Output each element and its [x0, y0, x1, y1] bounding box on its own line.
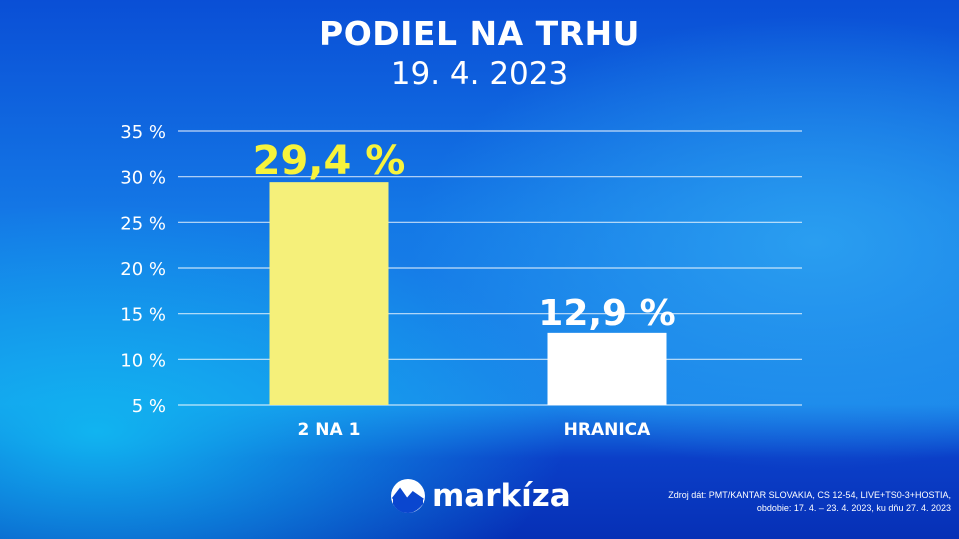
x-tick-label: 2 NA 1 [298, 420, 361, 440]
logo-text: markíza [432, 478, 571, 514]
source-note: Zdroj dát: PMT/KANTAR SLOVAKIA, CS 12-54… [668, 489, 951, 515]
source-line-1: Zdroj dát: PMT/KANTAR SLOVAKIA, CS 12-54… [668, 490, 951, 500]
bar [269, 182, 389, 405]
y-tick-label: 5 % [132, 396, 166, 417]
x-tick-label: HRANICA [564, 420, 652, 440]
y-tick-label: 20 % [120, 259, 166, 280]
y-tick-label: 30 % [120, 168, 166, 189]
y-tick-label: 25 % [120, 213, 166, 234]
markiza-logo: markíza [390, 478, 571, 514]
chart-subtitle: 19. 4. 2023 [390, 56, 569, 92]
y-tick-label: 15 % [120, 305, 166, 326]
chart-title: PODIEL NA TRHU [319, 14, 640, 53]
data-label: 12,9 % [538, 293, 675, 334]
source-line-2: obdobie: 17. 4. – 23. 4. 2023, ku dňu 27… [756, 503, 951, 513]
y-tick-label: 10 % [120, 350, 166, 371]
markiza-logo-icon [391, 479, 425, 513]
bar [547, 332, 667, 405]
data-label: 29,4 % [253, 138, 406, 184]
y-tick-label: 35 % [120, 122, 166, 143]
